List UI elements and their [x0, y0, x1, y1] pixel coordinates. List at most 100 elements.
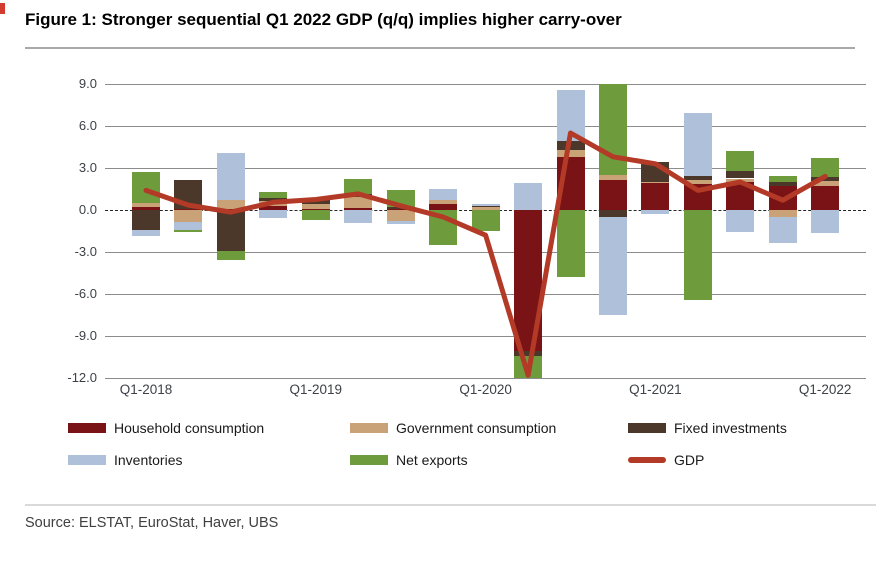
bar-segment-net-exports-q1-2018 [132, 172, 160, 203]
title-underline [25, 47, 855, 49]
bar-segment-government-consumption-q4-2020 [598, 175, 627, 180]
bar-segment-inventories-q4-2019 [429, 189, 458, 200]
x-tick-label: Q1-2020 [459, 382, 512, 397]
gridline [105, 378, 866, 379]
legend-label: Household consumption [114, 420, 265, 436]
bar-segment-fixed-investments-q4-2018 [259, 198, 288, 201]
bar-segment-inventories-q1-2021 [641, 210, 670, 215]
bar-segment-household-consumption-q1-2018 [132, 207, 160, 210]
bar-segment-net-exports-q4-2018 [259, 191, 288, 199]
bar-segment-household-consumption-q4-2018 [259, 205, 288, 210]
plot-area [105, 84, 866, 379]
legend-color-swatch-icon [628, 423, 666, 433]
x-tick-label: Q1-2022 [798, 382, 852, 397]
bar-segment-net-exports-q2-2021 [683, 210, 712, 300]
bar-segment-government-consumption-q2-2018 [174, 210, 203, 222]
bar-segment-government-consumption-q1-2020 [471, 207, 500, 210]
bar-segment-government-consumption-q1-2022 [811, 180, 840, 187]
bar-segment-inventories-q2-2019 [344, 210, 373, 224]
bar-segment-inventories-q4-2020 [598, 217, 627, 315]
legend-label: Inventories [114, 452, 183, 468]
legend-item-fixed-investments: Fixed investments [628, 420, 858, 436]
source-text: Source: ELSTAT, EuroStat, Haver, UBS [25, 515, 279, 531]
bar-segment-household-consumption-q4-2020 [598, 179, 627, 210]
bar-segment-inventories-q2-2018 [174, 221, 203, 230]
legend-item-gdp: GDP [628, 452, 858, 468]
bar-segment-household-consumption-q1-2021 [641, 183, 670, 210]
bar-segment-household-consumption-q2-2018 [174, 208, 203, 210]
bar-segment-inventories-q1-2022 [811, 210, 840, 234]
bar-segment-household-consumption-q3-2019 [386, 208, 415, 210]
y-tick-label: -9.0 [74, 328, 97, 343]
bar-segment-inventories-q4-2018 [259, 210, 288, 219]
bar-segment-inventories-q3-2019 [386, 220, 415, 224]
y-tick-label: -12.0 [67, 370, 97, 385]
legend-label: Government consumption [396, 420, 557, 436]
bar-segment-fixed-investments-q2-2020 [514, 351, 543, 356]
footer-separator [25, 504, 876, 506]
bar-segment-net-exports-q1-2019 [301, 210, 330, 220]
y-tick-label: -3.0 [74, 244, 97, 259]
bar-segment-fixed-investments-q4-2021 [768, 182, 797, 187]
y-tick-label: 0.0 [78, 202, 97, 217]
y-tick-label: -6.0 [74, 286, 97, 301]
legend-color-swatch-icon [350, 423, 388, 433]
legend-item-inventories: Inventories [68, 452, 350, 468]
y-tick-label: 9.0 [78, 76, 97, 91]
legend-label: Net exports [396, 452, 468, 468]
bar-segment-fixed-investments-q4-2020 [598, 210, 627, 217]
y-tick-label: 6.0 [78, 118, 97, 133]
bar-segment-government-consumption-q4-2019 [429, 199, 458, 204]
bar-segment-inventories-q1-2020 [471, 203, 500, 206]
bar-segment-government-consumption-q3-2018 [216, 200, 245, 209]
bar-segment-net-exports-q3-2021 [726, 150, 755, 171]
bar-segment-net-exports-q2-2018 [174, 229, 203, 232]
bar-segment-net-exports-q1-2022 [811, 157, 840, 178]
chart-legend: Household consumption Government consumpt… [68, 420, 858, 468]
bar-segment-fixed-investments-q3-2018 [216, 210, 245, 252]
bar-segment-net-exports-q4-2021 [768, 176, 797, 182]
gdp-line-path [143, 130, 828, 378]
bar-segment-household-consumption-q4-2019 [429, 203, 458, 210]
gridline [105, 252, 866, 253]
bar-segment-government-consumption-q3-2019 [386, 210, 415, 221]
bar-segment-household-consumption-q1-2022 [811, 186, 840, 210]
red-corner-marker [0, 3, 5, 14]
bar-segment-household-consumption-q3-2018 [216, 208, 245, 210]
bar-segment-inventories-q3-2018 [216, 153, 245, 201]
bar-segment-household-consumption-q2-2019 [344, 207, 373, 210]
bar-segment-inventories-q2-2020 [514, 183, 543, 210]
gdp-contributions-chart: 9.0 6.0 3.0 0.0 -3.0 -6.0 -9.0 -12.0 Q1-2018 Q1-… [0, 60, 879, 405]
gridline [105, 336, 866, 337]
bar-segment-fixed-investments-q1-2020 [471, 205, 500, 208]
bar-segment-government-consumption-q1-2021 [641, 182, 670, 184]
bar-segment-inventories-q2-2021 [683, 113, 712, 177]
bar-segment-government-consumption-q2-2021 [683, 179, 712, 185]
bar-segment-inventories-q4-2021 [768, 217, 797, 243]
bar-segment-inventories-q3-2021 [726, 210, 755, 232]
bar-segment-household-consumption-q1-2019 [301, 208, 330, 210]
legend-color-swatch-icon [68, 455, 106, 465]
legend-line-swatch-icon [628, 457, 666, 463]
bar-segment-net-exports-q3-2020 [556, 210, 585, 278]
gdp-line [143, 130, 828, 378]
gridline [105, 126, 866, 127]
bar-segment-fixed-investments-q3-2021 [726, 170, 755, 179]
legend-label: Fixed investments [674, 420, 787, 436]
bar-segment-government-consumption-q4-2021 [768, 210, 797, 217]
figure-title: Figure 1: Stronger sequential Q1 2022 GD… [25, 10, 622, 29]
bar-segment-government-consumption-q2-2019 [344, 196, 373, 208]
bar-segment-fixed-investments-q1-2019 [301, 200, 330, 205]
bar-segment-net-exports-q2-2019 [344, 178, 373, 194]
legend-label: GDP [674, 452, 705, 468]
legend-item-net-exports: Net exports [350, 452, 628, 468]
bar-segment-government-consumption-q1-2018 [132, 203, 160, 208]
legend-item-government-consumption: Government consumption [350, 420, 628, 436]
gridline [105, 168, 866, 169]
bar-segment-fixed-investments-q1-2018 [132, 210, 160, 231]
bar-segment-fixed-investments-q2-2021 [683, 176, 712, 180]
gridline [105, 84, 866, 85]
bar-segment-government-consumption-q1-2019 [301, 204, 330, 209]
x-tick-label: Q1-2021 [629, 382, 682, 397]
